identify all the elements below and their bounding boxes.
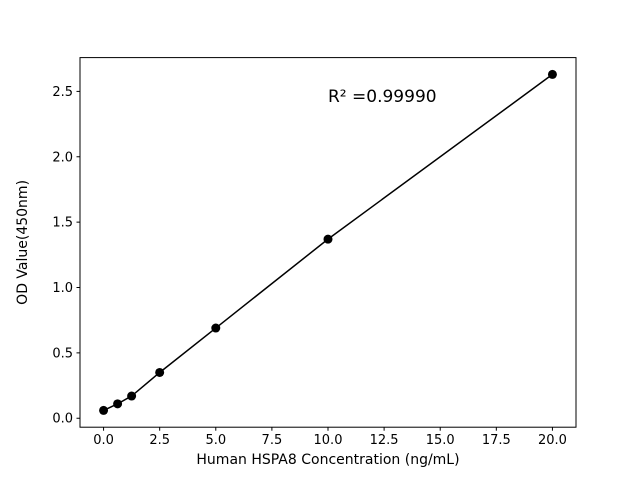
x-tick-label: 20.0 <box>538 433 567 448</box>
x-tick-label: 2.5 <box>149 433 170 448</box>
x-tick-label: 17.5 <box>482 433 511 448</box>
data-point <box>211 323 221 333</box>
y-tick-label: 0.5 <box>52 346 73 361</box>
y-tick-label: 2.0 <box>52 150 73 165</box>
y-tick-label: 2.5 <box>52 85 73 100</box>
x-tick-label: 5.0 <box>205 433 226 448</box>
data-point <box>323 234 333 244</box>
data-point <box>113 399 123 409</box>
y-tick-label: 1.0 <box>52 281 73 296</box>
x-tick-label: 15.0 <box>426 433 455 448</box>
x-tick-label: 7.5 <box>262 433 283 448</box>
x-axis-label: Human HSPA8 Concentration (ng/mL) <box>196 452 459 468</box>
y-axis: 0.0 0.5 1.0 1.5 2.0 2.5 <box>52 85 80 427</box>
y-tick-label: 1.5 <box>52 216 73 231</box>
data-point <box>127 391 137 401</box>
data-series <box>99 69 557 415</box>
x-tick-label: 12.5 <box>370 433 399 448</box>
x-axis: 0.0 2.5 5.0 7.5 10.0 12.5 15.0 17.5 20.0 <box>93 427 567 448</box>
y-axis-label: OD Value(450nm) <box>15 180 31 305</box>
r-squared-annotation: R² =0.99990 <box>328 87 437 107</box>
data-point <box>547 69 557 79</box>
data-point <box>99 405 109 415</box>
y-tick-label: 0.0 <box>52 412 73 427</box>
x-tick-label: 0.0 <box>93 433 114 448</box>
data-point <box>155 367 165 377</box>
x-tick-label: 10.0 <box>314 433 343 448</box>
